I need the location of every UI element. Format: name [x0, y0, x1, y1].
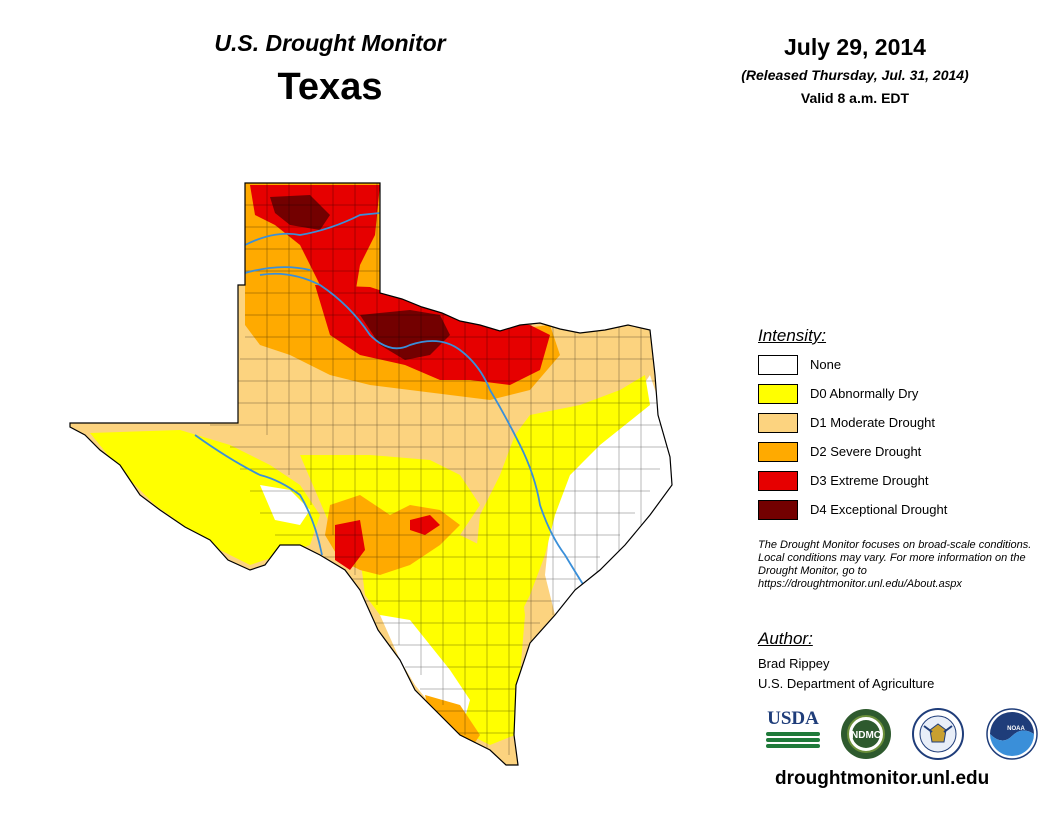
- note-text: The Drought Monitor focuses on broad-sca…: [758, 539, 1032, 590]
- legend-label: D2 Severe Drought: [810, 444, 922, 459]
- website-link[interactable]: droughtmonitor.unl.edu: [775, 768, 990, 789]
- legend-title: Intensity:: [758, 326, 827, 345]
- rivers: [194, 212, 591, 596]
- ndmc-logo: NDMC: [841, 709, 891, 759]
- noaa-logo-text: NOAA: [1007, 726, 1025, 732]
- legend-label: D4 Exceptional Drought: [810, 502, 948, 517]
- commerce-seal-logo: [912, 708, 964, 760]
- legend-swatch: [758, 471, 798, 491]
- region-title: Texas: [277, 66, 383, 108]
- author-organization: U.S. Department of Agriculture: [758, 676, 935, 691]
- map-title: U.S. Drought Monitor: [214, 30, 446, 56]
- valid-time: Valid 8 a.m. EDT: [800, 90, 910, 106]
- legend-swatch: [758, 384, 798, 404]
- author-heading: Author:: [758, 629, 813, 648]
- valid-date: July 29, 2014: [784, 34, 926, 60]
- usda-logo: USDA: [766, 708, 820, 752]
- legend-swatch: [758, 500, 798, 520]
- release-date: (Released Thursday, Jul. 31, 2014): [741, 67, 969, 83]
- legend-swatch: [758, 442, 798, 462]
- texas-drought-map: [69, 182, 673, 766]
- legend-label: D1 Moderate Drought: [810, 415, 936, 430]
- legend-label: None: [810, 357, 842, 372]
- legend-swatch: [758, 355, 798, 375]
- legend-label: D0 Abnormally Dry: [810, 386, 919, 401]
- noaa-logo: NOAA: [986, 708, 1038, 760]
- ndmc-logo-text: NDMC: [851, 730, 881, 741]
- author-name: Brad Rippey: [758, 656, 830, 671]
- legend-label: D3 Extreme Drought: [810, 473, 929, 488]
- state-outline: [69, 182, 673, 766]
- legend-swatch: [758, 413, 798, 433]
